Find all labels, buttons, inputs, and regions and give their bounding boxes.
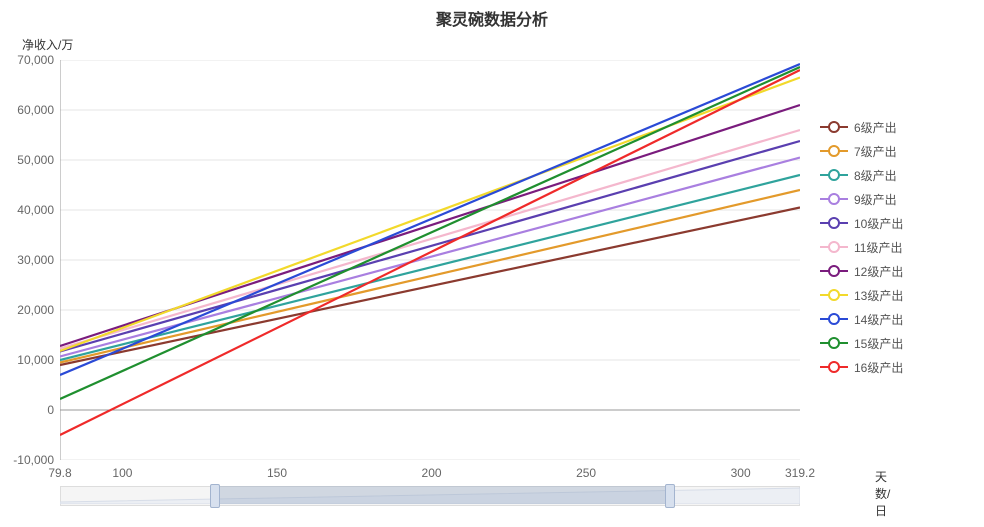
x-tick: 150 [267,466,287,480]
grid-lines [60,60,800,460]
legend-marker-icon [820,144,848,158]
legend-label: 15级产出 [854,335,903,352]
y-tick: 10,000 [4,353,54,367]
x-tick: 300 [731,466,751,480]
y-tick: 20,000 [4,303,54,317]
legend-item[interactable]: 13级产出 [820,283,903,307]
legend-label: 6级产出 [854,119,897,136]
y-tick: 30,000 [4,253,54,267]
legend-label: 16级产出 [854,359,903,376]
legend-marker-icon [820,240,848,254]
legend-label: 9级产出 [854,191,897,208]
series-line [60,208,800,366]
legend-item[interactable]: 14级产出 [820,307,903,331]
legend-marker-icon [820,120,848,134]
legend-marker-icon [820,264,848,278]
legend-label: 7级产出 [854,143,897,160]
x-tick: 250 [576,466,596,480]
y-axis-label: 净收入/万 [22,36,73,53]
legend-label: 8级产出 [854,167,897,184]
legend-label: 12级产出 [854,263,903,280]
y-tick: 50,000 [4,153,54,167]
legend-marker-icon [820,192,848,206]
y-tick: 40,000 [4,203,54,217]
legend-item[interactable]: 10级产出 [820,211,903,235]
x-axis-label: 天数/日 [875,468,890,519]
series-line [60,141,800,352]
legend: 6级产出 7级产出 8级产出 9级产出 10级产出 11级产出 12级产出 13级产出 14级产… [820,115,903,379]
y-tick: -10,000 [4,453,54,467]
y-tick: 70,000 [4,53,54,67]
series-line [60,67,800,399]
plot-area: -10,000010,00020,00030,00040,00050,00060… [60,60,800,460]
legend-item[interactable]: 9级产出 [820,187,903,211]
series-line [60,70,800,435]
y-tick: 60,000 [4,103,54,117]
legend-item[interactable]: 15级产出 [820,331,903,355]
slider-handle-right[interactable] [665,484,675,508]
range-slider[interactable] [60,480,800,508]
legend-marker-icon [820,360,848,374]
legend-label: 14级产出 [854,311,903,328]
legend-item[interactable]: 8级产出 [820,163,903,187]
slider-selection[interactable] [215,486,671,504]
y-tick: 0 [4,403,54,417]
chart-title: 聚灵碗数据分析 [0,6,984,30]
series-line [60,175,800,360]
legend-marker-icon [820,216,848,230]
legend-marker-icon [820,312,848,326]
legend-item[interactable]: 16级产出 [820,355,903,379]
legend-marker-icon [820,288,848,302]
series-line [60,190,800,363]
legend-item[interactable]: 11级产出 [820,235,903,259]
legend-marker-icon [820,168,848,182]
x-tick: 200 [422,466,442,480]
chart-container: 聚灵碗数据分析 净收入/万 -10,000010,00020,00030,000… [0,0,984,527]
legend-marker-icon [820,336,848,350]
x-tick: 319.2 [785,466,815,480]
x-tick: 79.8 [48,466,71,480]
legend-label: 13级产出 [854,287,903,304]
legend-label: 11级产出 [854,239,902,256]
series-lines [60,64,800,435]
legend-item[interactable]: 12级产出 [820,259,903,283]
legend-label: 10级产出 [854,215,903,232]
series-line [60,64,800,375]
legend-item[interactable]: 6级产出 [820,115,903,139]
plot-svg [60,60,800,460]
series-line [60,158,800,357]
legend-item[interactable]: 7级产出 [820,139,903,163]
slider-handle-left[interactable] [210,484,220,508]
x-tick: 100 [112,466,132,480]
series-line [60,130,800,349]
